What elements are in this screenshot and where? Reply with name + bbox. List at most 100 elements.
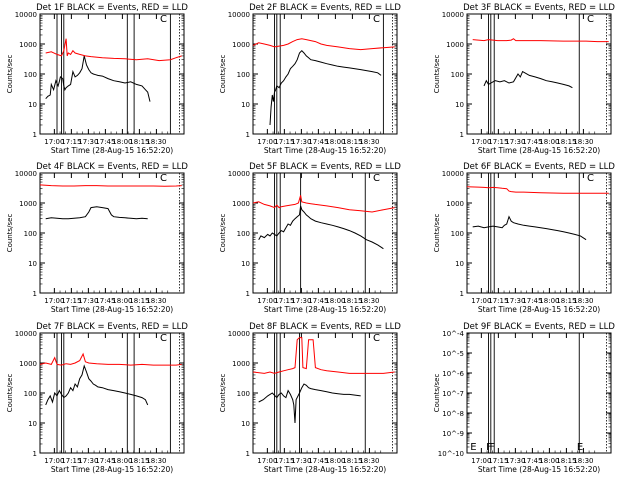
x-tick-label: 18:00 <box>325 297 345 305</box>
series-line-lld <box>39 184 182 187</box>
panel-det-4f: Det 4F BLACK = Events, RED = LLD 1 10 100 10… <box>6 162 188 314</box>
panel-det-3f: Det 3F BLACK = Events, RED = LLD 1 10 100 10… <box>433 3 615 155</box>
x-tick-label: 17:15 <box>488 297 508 305</box>
series-line-events <box>269 49 382 126</box>
annotation-label: C <box>373 14 380 25</box>
x-tick-label: 18:00 <box>539 138 559 146</box>
x-tick-label: 17:00 <box>471 138 491 146</box>
panel-title: Det 7F BLACK = Events, RED = LLD <box>36 322 188 332</box>
x-tick-label: 17:45 <box>308 138 328 146</box>
y-tick-label: 1000 <box>19 200 37 208</box>
x-axis-label: Start Time (28-Aug-15 16:52:20) <box>51 465 173 474</box>
y-tick-label: 1 <box>460 131 464 139</box>
annotation-label: F <box>490 442 496 453</box>
y-tick-label: 1 <box>33 131 37 139</box>
x-tick-label: 17:45 <box>308 457 328 465</box>
y-tick-label: 100 <box>24 71 37 79</box>
panel-title: Det 5F BLACK = Events, RED = LLD <box>249 162 401 172</box>
series-line-events <box>258 383 361 424</box>
x-tick-label: 17:00 <box>257 297 277 305</box>
panel-det-7f: Det 7F BLACK = Events, RED = LLD 1 10 100 10… <box>6 322 188 474</box>
annotation-label: E <box>577 442 583 453</box>
x-tick-label: 18:15 <box>129 297 149 305</box>
y-tick-label: 10 <box>455 101 464 109</box>
panel-title: Det 2F BLACK = Events, RED = LLD <box>249 3 401 13</box>
panel-det-6f: Det 6F BLACK = Events, RED = LLD 1 10 100 10… <box>433 162 615 314</box>
series-line-events <box>45 206 148 220</box>
x-tick-label: 18:15 <box>556 297 576 305</box>
x-tick-label: 17:45 <box>95 457 115 465</box>
x-tick-label: 18:15 <box>342 138 362 146</box>
x-tick-label: 18:00 <box>325 457 345 465</box>
annotation-label: C <box>160 333 167 344</box>
y-tick-label: 10000 <box>15 330 37 338</box>
y-tick-label: 10000 <box>442 170 464 178</box>
x-tick-label: 17:00 <box>44 457 64 465</box>
x-tick-label: 17:00 <box>44 138 64 146</box>
x-axis-label: Start Time (28-Aug-15 16:52:20) <box>264 146 386 155</box>
y-tick-label: 10^-6 <box>442 370 464 378</box>
x-tick-label: 17:30 <box>78 297 98 305</box>
y-tick-label: 100 <box>237 390 250 398</box>
x-tick-label: 17:30 <box>78 457 98 465</box>
x-tick-label: 17:15 <box>488 138 508 146</box>
annotation-label: C <box>587 14 594 25</box>
panel-det-8f: Det 8F BLACK = Events, RED = LLD 1 10 100 10… <box>219 322 401 474</box>
y-axis-label: Counts/sec <box>219 374 227 413</box>
annotation-label: C <box>160 173 167 184</box>
y-tick-label: 1000 <box>446 41 464 49</box>
y-tick-label: 100 <box>24 230 37 238</box>
y-tick-label: 100 <box>451 230 464 238</box>
y-tick-label: 1000 <box>19 41 37 49</box>
series-line-events <box>483 70 573 89</box>
series-line-events <box>258 205 384 250</box>
annotation-label: C <box>160 14 167 25</box>
x-tick-label: 18:30 <box>573 457 593 465</box>
x-axis-label: Start Time (28-Aug-15 16:52:20) <box>51 146 173 155</box>
y-tick-label: 10 <box>28 260 37 268</box>
x-tick-label: 18:30 <box>359 457 379 465</box>
y-tick-label: 100 <box>237 71 250 79</box>
x-tick-label: 18:15 <box>556 138 576 146</box>
x-tick-label: 17:15 <box>274 138 294 146</box>
panel-det-2f: Det 2F BLACK = Events, RED = LLD 1 10 100 10… <box>219 3 401 155</box>
y-tick-label: 1000 <box>446 200 464 208</box>
y-axis-label: Counts/sec <box>6 214 14 253</box>
x-axis-label: Start Time (28-Aug-15 16:52:20) <box>478 465 600 474</box>
panel-title: Det 3F BLACK = Events, RED = LLD <box>463 3 615 13</box>
y-tick-label: 10 <box>241 101 250 109</box>
y-tick-label: 100 <box>24 390 37 398</box>
y-tick-label: 1 <box>246 131 250 139</box>
x-tick-label: 18:00 <box>112 457 132 465</box>
y-tick-label: 100 <box>451 71 464 79</box>
x-tick-label: 17:15 <box>274 457 294 465</box>
x-axis-label: Start Time (28-Aug-15 16:52:20) <box>264 465 386 474</box>
y-tick-label: 10000 <box>442 11 464 19</box>
y-tick-label: 1000 <box>19 360 37 368</box>
annotation-label: C <box>587 173 594 184</box>
x-tick-label: 17:00 <box>257 457 277 465</box>
y-axis-label: Counts/sec <box>433 214 441 253</box>
y-tick-label: 10 <box>28 420 37 428</box>
y-tick-label: 10^-4 <box>442 330 464 338</box>
y-tick-label: 1000 <box>232 360 250 368</box>
x-axis-label: Start Time (28-Aug-15 16:52:20) <box>264 305 386 314</box>
series-line-lld <box>252 337 395 374</box>
panel-det-9f: Det 9F BLACK = Events, RED = LLD 10^-10 10… <box>433 322 615 474</box>
y-tick-label: 1000 <box>232 41 250 49</box>
x-tick-label: 18:00 <box>325 138 345 146</box>
x-tick-label: 18:00 <box>539 457 559 465</box>
y-tick-label: 10 <box>28 101 37 109</box>
x-tick-label: 18:30 <box>573 297 593 305</box>
series-line-events <box>472 215 587 241</box>
y-tick-label: 1 <box>246 450 250 458</box>
x-tick-label: 18:15 <box>129 457 149 465</box>
series-line-lld <box>466 186 609 194</box>
x-tick-label: 18:30 <box>573 138 593 146</box>
series-line-events <box>45 364 149 406</box>
x-tick-label: 17:30 <box>291 457 311 465</box>
x-tick-label: 18:15 <box>129 138 149 146</box>
series-line-lld <box>472 38 609 43</box>
x-axis-label: Start Time (28-Aug-15 16:52:20) <box>51 305 173 314</box>
